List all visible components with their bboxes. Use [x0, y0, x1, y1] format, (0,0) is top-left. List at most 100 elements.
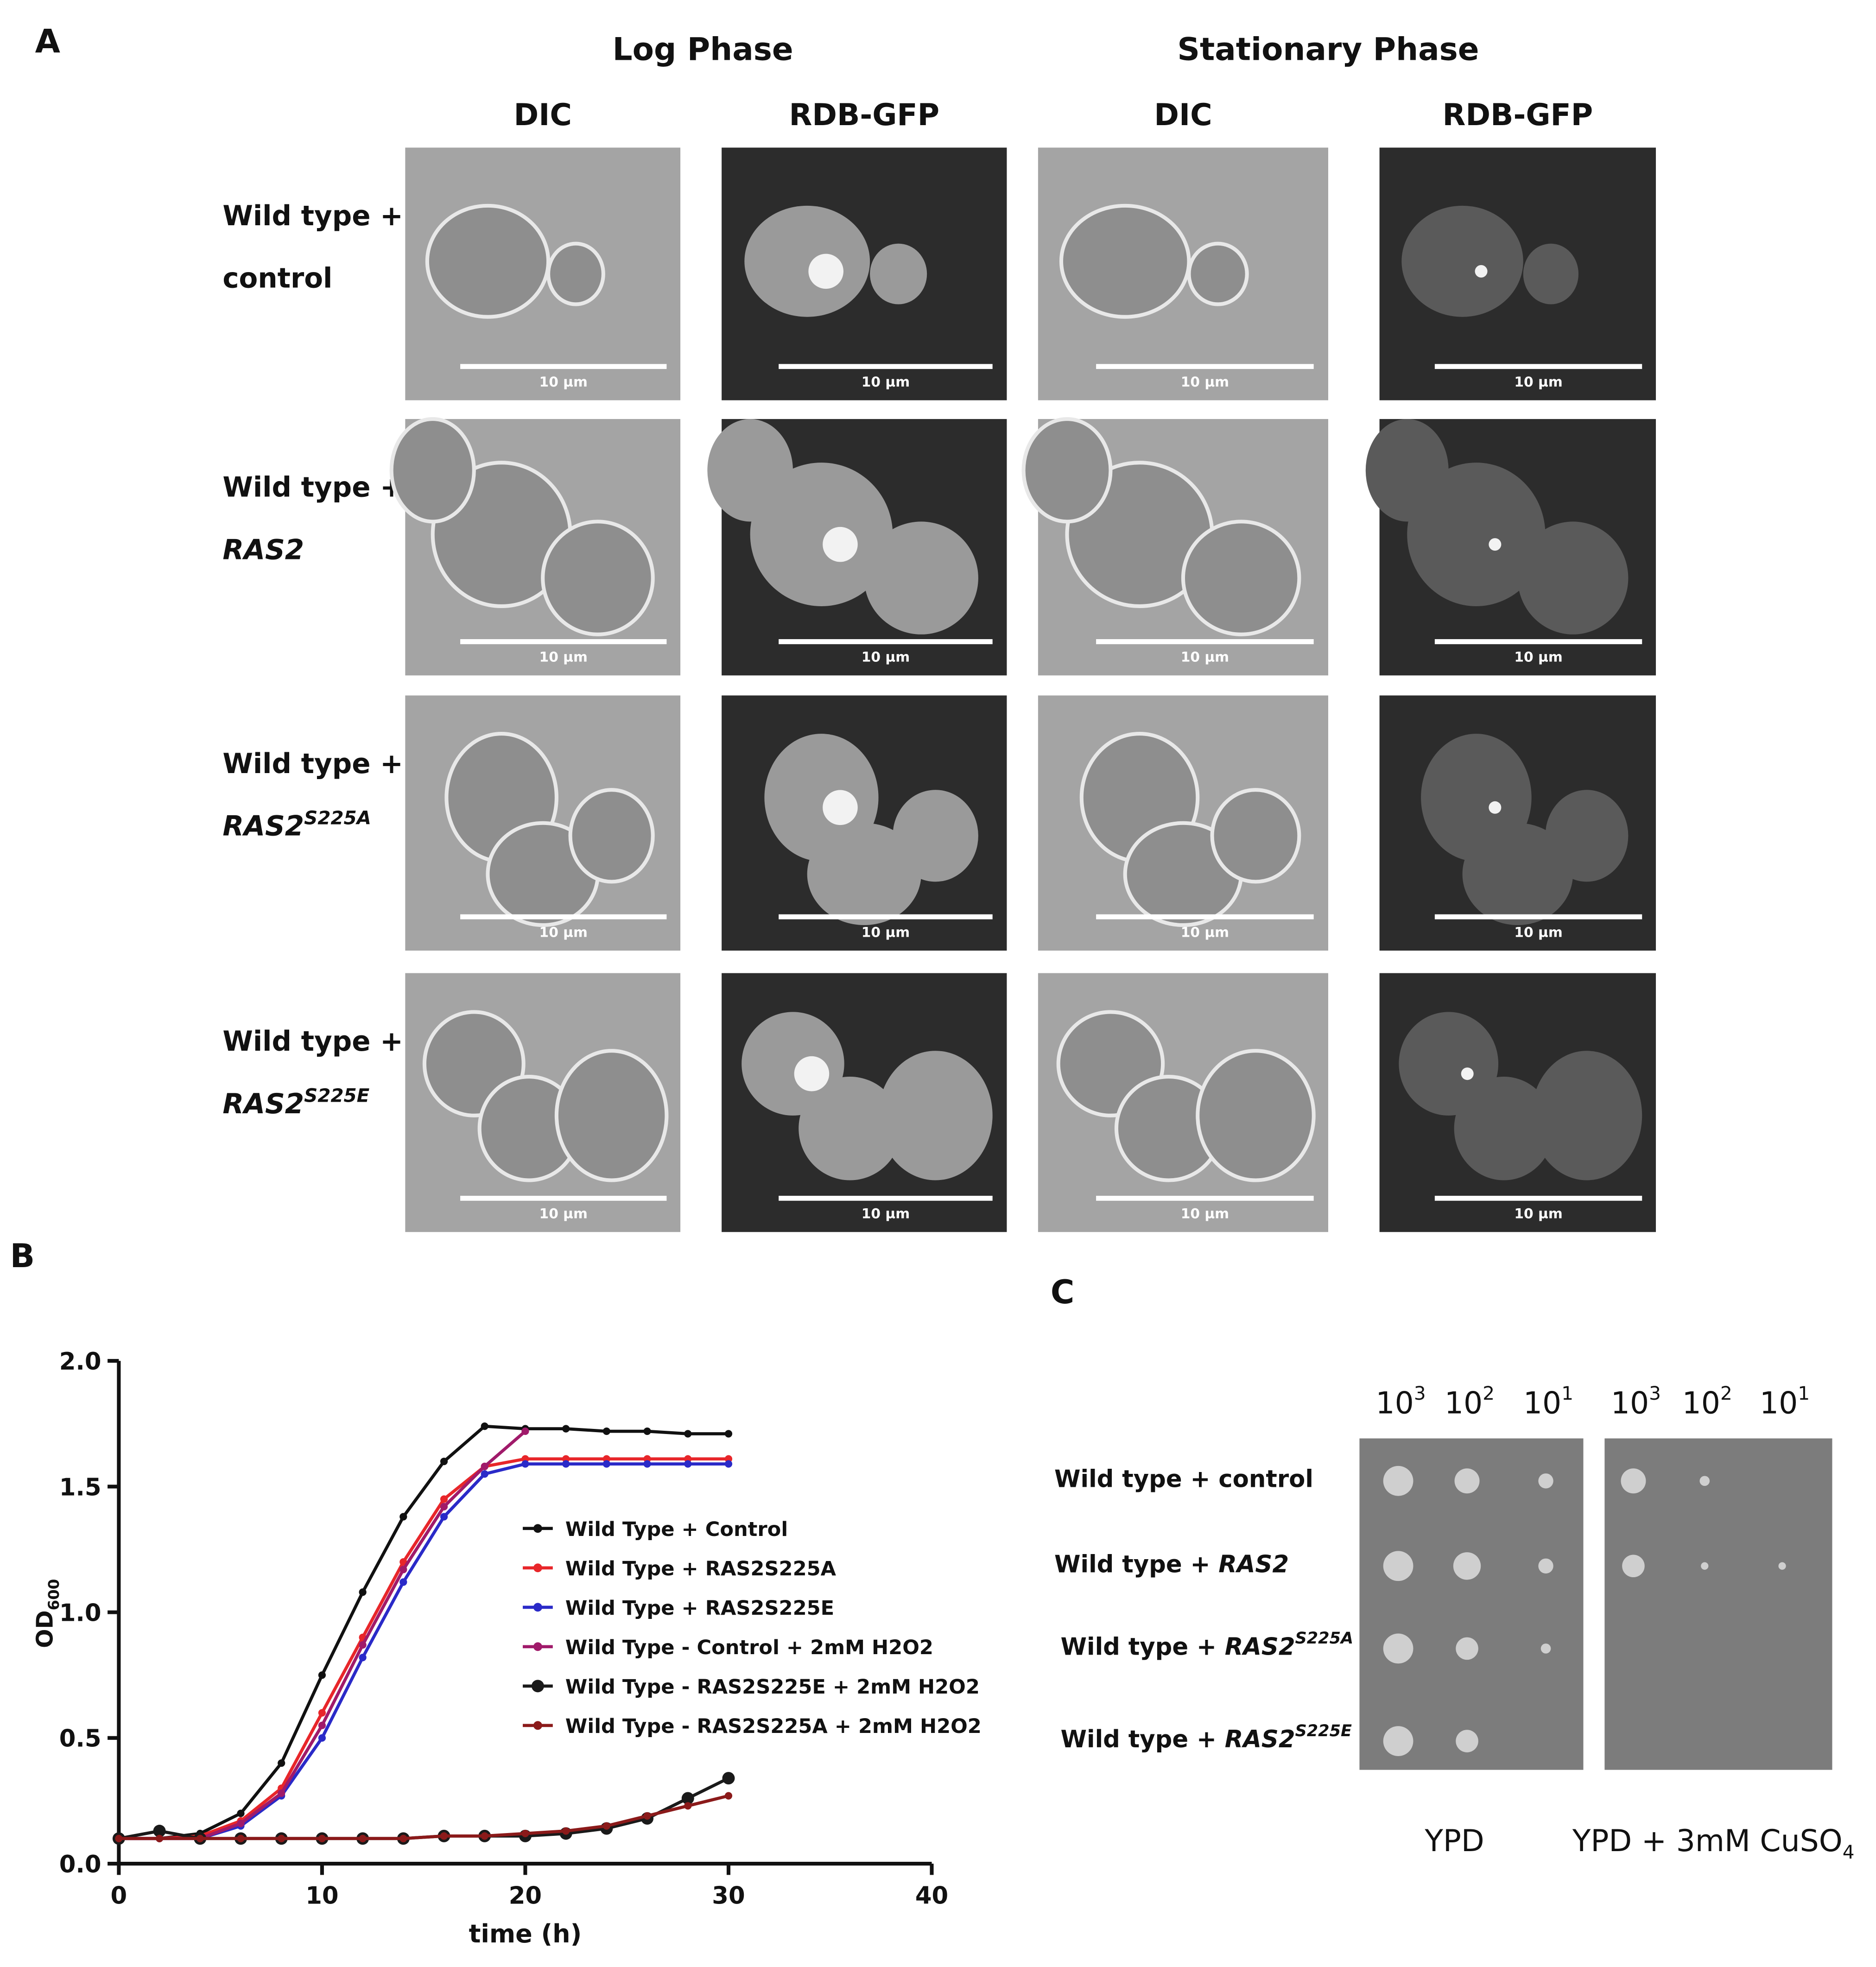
strain-label: Wild type + RAS2S225A	[1060, 1629, 1353, 1661]
panel-label: C	[1051, 1273, 1075, 1311]
data-point	[196, 1834, 204, 1842]
cell	[744, 205, 870, 317]
dilution-label: 101	[1760, 1382, 1810, 1421]
dilution-label: 102	[1682, 1382, 1732, 1421]
data-point	[602, 1460, 610, 1468]
text-part: RAS2	[1225, 1633, 1295, 1661]
data-point	[399, 1578, 407, 1586]
scale-bar-label: 10 µm	[539, 649, 588, 665]
cell	[425, 203, 551, 319]
colony-spot	[1383, 1466, 1413, 1496]
scale-bar-label: 10 µm	[1514, 649, 1562, 665]
scale-bar-label: 10 µm	[1181, 1206, 1229, 1222]
cell	[1462, 823, 1573, 925]
column-header: RDB-GFP	[789, 98, 939, 133]
cell	[1210, 788, 1301, 884]
colony-spot	[1454, 1468, 1480, 1494]
data-point	[724, 1792, 733, 1800]
row-label: control	[222, 263, 332, 295]
colony-spot	[1383, 1726, 1413, 1756]
text-part: 10	[1375, 1386, 1413, 1421]
data-point	[602, 1822, 610, 1830]
column-header: RDB-GFP	[1442, 98, 1593, 133]
scale-bar-label: 10 µm	[862, 924, 910, 940]
data-point	[155, 1834, 164, 1842]
row-label: RAS2	[222, 534, 304, 566]
text-part: S225E	[1295, 1721, 1352, 1740]
text-part: Wild type + control	[1054, 1466, 1313, 1493]
text-part: S225A	[304, 806, 371, 829]
data-point	[643, 1427, 651, 1435]
data-point	[399, 1566, 407, 1574]
text-part: 3	[1649, 1382, 1661, 1404]
data-point	[153, 1825, 166, 1838]
cell	[568, 788, 655, 884]
data-point	[481, 1832, 488, 1840]
cell	[893, 790, 978, 882]
text-part: 2	[1483, 1382, 1495, 1404]
x-tick-label: 40	[915, 1882, 948, 1910]
cell	[541, 520, 655, 636]
panel-label: B	[10, 1237, 35, 1275]
text-part: Wild type +	[222, 200, 403, 232]
data-point	[440, 1513, 448, 1521]
series-line	[119, 1430, 526, 1840]
data-point	[318, 1671, 326, 1679]
row-label: Wild type +	[222, 748, 403, 780]
data-point	[521, 1829, 529, 1838]
fluorescence-spot	[808, 254, 843, 289]
colony-spot	[1456, 1730, 1478, 1752]
dilution-label: 103	[1375, 1382, 1426, 1421]
strain-label: Wild type + control	[1054, 1466, 1313, 1493]
data-point	[318, 1834, 326, 1842]
text-part: RAS2	[222, 534, 304, 566]
legend-label: Wild Type + RAS2S225A	[565, 1557, 837, 1580]
text-part: Wild type +	[222, 748, 403, 780]
fluorescence-spot	[794, 1056, 830, 1091]
scale-bar-label: 10 µm	[539, 924, 588, 940]
series-line	[119, 1794, 729, 1840]
group-header: Log Phase	[613, 31, 793, 68]
text-part: YPD	[1424, 1824, 1484, 1859]
text-part: 4	[1843, 1841, 1855, 1863]
text-part: 1	[1798, 1382, 1810, 1404]
data-point	[115, 1834, 123, 1842]
data-point	[562, 1425, 570, 1433]
data-point	[278, 1834, 285, 1842]
cell	[1454, 1077, 1554, 1180]
cell	[1531, 1051, 1642, 1180]
fluorescence-spot	[1489, 801, 1502, 814]
data-point	[602, 1427, 610, 1435]
x-tick-label: 10	[305, 1882, 338, 1910]
text-part: S225A	[1295, 1629, 1354, 1648]
fluorescence-spot	[823, 790, 858, 825]
text-part: 10	[1445, 1386, 1483, 1421]
text-part: Wild type +	[1054, 1550, 1218, 1578]
data-point	[318, 1721, 326, 1729]
data-point	[440, 1458, 448, 1466]
y-tick-label: 2.0	[59, 1348, 101, 1376]
data-point	[684, 1802, 692, 1810]
dilution-label: 103	[1611, 1382, 1661, 1421]
medium-label: YPD + 3mM CuSO4	[1572, 1824, 1855, 1863]
strain-label: Wild type + RAS2	[1054, 1550, 1289, 1578]
cell	[1401, 205, 1523, 317]
series-line	[119, 1424, 729, 1840]
fluorescence-spot	[823, 527, 858, 562]
scale-bar-label: 10 µm	[1514, 924, 1562, 940]
scale-bar-label: 10 µm	[539, 374, 588, 390]
scale-bar-label: 10 µm	[862, 649, 910, 665]
legend-marker	[533, 1563, 542, 1573]
cell	[1523, 243, 1579, 305]
legend-label: Wild Type - RAS2S225A + 2mM H2O2	[565, 1715, 982, 1738]
data-point	[278, 1759, 285, 1767]
text-part: RAS2	[1218, 1550, 1289, 1578]
cell	[799, 1077, 901, 1180]
cell	[1187, 241, 1249, 306]
text-part: Wild type +	[1060, 1633, 1224, 1661]
row-label: Wild type +	[222, 1026, 403, 1058]
colony-spot	[1538, 1473, 1553, 1489]
data-point	[359, 1588, 367, 1596]
text-part: control	[222, 263, 332, 295]
cell	[1517, 521, 1629, 635]
